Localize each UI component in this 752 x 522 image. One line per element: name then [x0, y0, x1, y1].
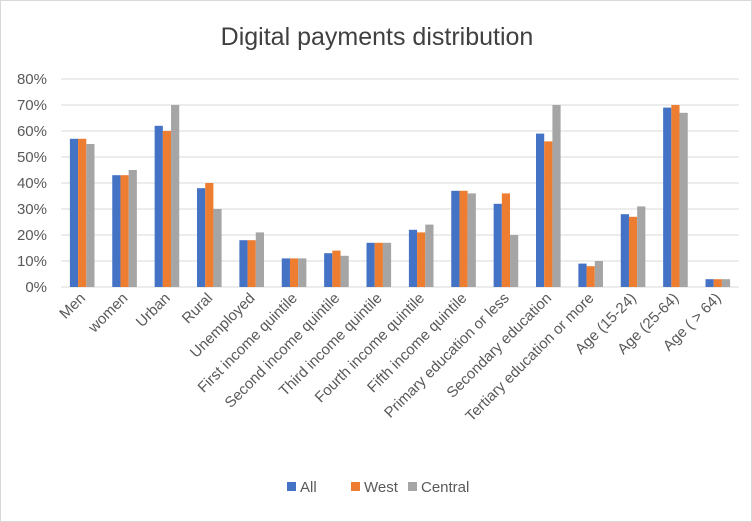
bar-central-16: [721, 279, 731, 287]
bar-all-11: [493, 203, 502, 287]
bar-west-10: [459, 190, 468, 287]
bar-west-15: [671, 105, 680, 287]
bar-central-10: [467, 193, 476, 287]
bar-all-15: [663, 107, 672, 287]
bar-central-1: [86, 144, 95, 287]
bar-central-4: [213, 209, 222, 287]
bar-central-12: [552, 105, 561, 287]
bar-west-6: [289, 258, 299, 287]
legend-swatch-all: [287, 482, 296, 491]
y-tick-label: 20%: [17, 227, 47, 244]
legend-swatch-central: [408, 482, 417, 491]
bar-central-8: [382, 242, 392, 287]
bar-all-16: [705, 279, 714, 287]
bar-west-12: [544, 141, 553, 287]
chart-title: Digital payments distribution: [221, 23, 534, 51]
bar-west-13: [586, 266, 595, 287]
bar-all-8: [366, 242, 375, 287]
bar-west-5: [247, 240, 256, 287]
x-tick-label: women: [84, 290, 131, 337]
y-tick-label: 30%: [17, 201, 47, 218]
bar-west-2: [120, 175, 129, 287]
bar-central-5: [255, 232, 264, 287]
bar-central-15: [679, 112, 688, 287]
bar-all-10: [451, 190, 460, 287]
y-tick-label: 70%: [17, 97, 47, 114]
bar-west-9: [417, 232, 426, 287]
y-tick-label: 50%: [17, 149, 47, 166]
bar-all-13: [578, 263, 587, 287]
bar-central-14: [637, 206, 646, 287]
y-axis-ticks: 0% 10% 20% 30% 40% 50% 60% 70% 80%: [17, 71, 47, 296]
bar-all-4: [197, 188, 206, 287]
y-tick-label: 40%: [17, 175, 47, 192]
legend-label-west: West: [364, 479, 399, 496]
bar-central-9: [425, 224, 434, 287]
y-tick-label: 0%: [25, 279, 47, 296]
bar-all-2: [112, 175, 121, 287]
bar-west-1: [78, 138, 87, 287]
bar-central-2: [128, 170, 137, 287]
y-tick-label: 10%: [17, 253, 47, 270]
bar-all-12: [536, 133, 545, 287]
bar-all-9: [408, 229, 418, 287]
legend: All West Central: [287, 479, 469, 496]
bar-west-16: [713, 279, 722, 287]
bar-central-7: [340, 255, 349, 287]
x-tick-label: Men: [56, 290, 89, 323]
bar-west-3: [162, 131, 172, 287]
x-tick-label: Rural: [179, 290, 216, 327]
bar-all-7: [324, 253, 333, 287]
bar-central-3: [171, 105, 180, 287]
legend-label-all: All: [300, 479, 317, 496]
legend-label-central: Central: [421, 479, 469, 496]
legend-swatch-west: [351, 482, 360, 491]
y-tick-label: 80%: [17, 71, 47, 88]
bar-west-8: [374, 242, 383, 287]
y-tick-label: 60%: [17, 123, 47, 140]
bar-west-11: [501, 193, 511, 287]
bar-central-13: [594, 261, 603, 287]
bar-west-14: [628, 216, 638, 287]
bar-central-6: [298, 258, 307, 287]
bar-west-7: [332, 250, 341, 287]
x-tick-label: Urban: [133, 290, 174, 331]
bar-west-4: [205, 183, 214, 287]
bar-all-5: [239, 240, 248, 287]
bar-all-14: [620, 214, 629, 287]
bars: [69, 105, 731, 287]
bar-all-6: [281, 258, 290, 287]
bar-all-3: [154, 125, 163, 287]
bar-central-11: [510, 235, 519, 287]
bar-all-1: [69, 138, 79, 287]
